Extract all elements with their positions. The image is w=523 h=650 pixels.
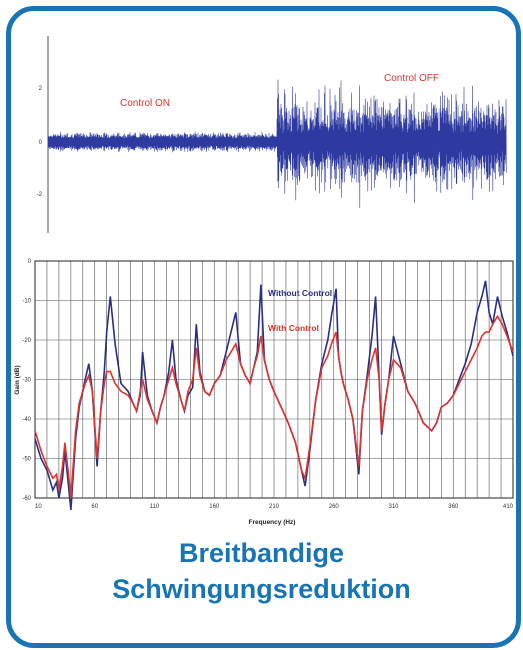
caption-line-1: Breitbandige [178,538,345,568]
top-y-tick-label: -2 [37,192,43,198]
x-tick-label: 160 [209,504,220,510]
top-y-tick-label: 2 [39,86,43,92]
legend-with-control: With Control [268,323,319,333]
caption-line-2: Schwingungsreduktion [112,574,411,604]
frequency-response-chart: 0 -10 -20 -30 -40 -50 -60 10 60 110 160 210 260 310 3… [14,259,514,526]
plot-area-border [34,260,514,499]
y-tick-labels: 0 -10 -20 -30 -40 -50 -60 [22,259,31,502]
x-tick-label: 210 [269,504,280,510]
x-axis-label: Frequency (Hz) [249,519,296,526]
y-tick-label: -60 [22,496,31,502]
x-tick-label: 410 [503,504,514,510]
x-tick-label: 260 [329,504,340,510]
x-tick-label: 60 [91,504,98,510]
top-y-tick-label: 0 [39,140,43,146]
y-axis-label: Gain (dB) [14,365,21,394]
control-on-annotation: Control ON [120,98,170,109]
series-with-control [34,314,514,499]
x-tick-label: 360 [448,504,459,510]
y-tick-label: -30 [22,378,31,384]
y-tick-label: -20 [22,338,31,344]
legend-without-control: Without Control [268,288,332,298]
y-tick-label: -40 [22,417,31,423]
x-tick-label: 10 [35,504,42,510]
time-signal-chart: 2 0 -2 Control ON Control OFF [37,36,507,233]
y-tick-label: -10 [22,299,31,305]
vibration-signal-series [47,79,507,208]
vibration-signal-trace [47,79,507,208]
y-tick-label: 0 [28,259,32,265]
x-tick-label: 110 [150,504,160,510]
x-tick-labels: 10 60 110 160 210 260 310 360 410 [35,504,514,510]
x-tick-label: 310 [388,504,399,510]
y-tick-label: -50 [22,457,31,463]
control-off-annotation: Control OFF [384,73,439,84]
